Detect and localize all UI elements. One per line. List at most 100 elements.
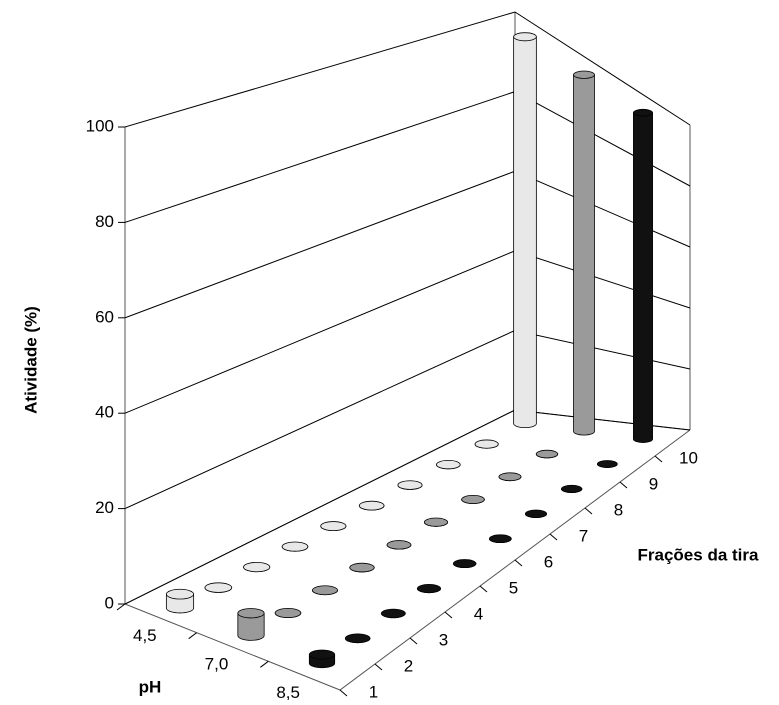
cylinder xyxy=(386,540,412,550)
z-tick-label: 4,5 xyxy=(133,626,157,645)
cylinder xyxy=(633,108,653,443)
x-tick-label: 9 xyxy=(649,474,658,493)
cylinder xyxy=(524,509,548,519)
cylinder-top xyxy=(281,541,309,552)
z-tick xyxy=(260,660,269,668)
z-tick-label: 7,0 xyxy=(205,654,229,673)
cylinder-top xyxy=(535,449,559,459)
cylinder-top xyxy=(498,472,522,482)
cylinder-top xyxy=(386,540,412,550)
cylinder-top xyxy=(243,561,271,573)
x-axis-title: Frações da tira xyxy=(638,545,759,564)
cylinder-top xyxy=(397,480,423,490)
x-tick xyxy=(479,585,488,593)
cylinder xyxy=(573,70,595,436)
cylinder xyxy=(237,608,265,641)
grid-line xyxy=(124,11,691,128)
x-tick-label: 8 xyxy=(614,500,623,519)
cylinder xyxy=(274,607,302,618)
cylinder xyxy=(281,541,309,552)
cylinder-top xyxy=(274,607,302,618)
cylinder xyxy=(423,517,449,527)
y-tick-label: 80 xyxy=(95,212,114,231)
cylinder xyxy=(349,562,375,573)
x-tick xyxy=(619,481,628,489)
x-tick xyxy=(339,689,348,697)
cylinder-top xyxy=(423,517,449,527)
cylinder-top xyxy=(358,500,385,511)
y-axis-title: Atividade (%) xyxy=(21,306,40,414)
cylinder xyxy=(344,633,371,644)
floor-back-edge xyxy=(124,409,691,605)
x-tick-label: 5 xyxy=(509,578,518,597)
cylinder-top xyxy=(474,439,499,449)
cylinder xyxy=(452,559,477,569)
z-tick xyxy=(116,603,126,611)
x-tick xyxy=(549,533,558,541)
grid-line xyxy=(124,91,691,223)
z-axis-title: pH xyxy=(139,677,162,696)
x-tick-label: 4 xyxy=(474,604,483,623)
x-tick-label: 2 xyxy=(404,656,413,675)
y-tick-label: 20 xyxy=(95,498,114,517)
x-tick-label: 6 xyxy=(544,552,553,571)
cylinder-top xyxy=(308,649,336,660)
z-tick xyxy=(188,632,197,640)
cylinder xyxy=(597,460,618,468)
cylinder-body xyxy=(513,36,537,429)
cylinder xyxy=(488,534,512,544)
cylinder xyxy=(397,480,423,490)
cylinder xyxy=(204,582,233,593)
cylinder-top xyxy=(524,509,548,519)
cylinder-top xyxy=(597,460,618,468)
cylinder xyxy=(474,439,499,449)
cylinder-top xyxy=(380,608,406,619)
cylinder-top xyxy=(633,108,653,117)
x-tick xyxy=(409,637,418,645)
cylinder-body xyxy=(237,612,265,641)
cylinder-body xyxy=(633,112,653,443)
cylinder xyxy=(498,472,522,482)
cylinder xyxy=(243,561,271,573)
x-tick xyxy=(654,455,663,463)
cylinder xyxy=(312,585,338,596)
x-tick-label: 7 xyxy=(579,526,588,545)
x-tick xyxy=(584,507,593,515)
cylinder-body xyxy=(573,74,595,436)
cylinder xyxy=(308,649,336,669)
cylinder-top xyxy=(204,582,233,593)
x-tick-label: 3 xyxy=(439,630,448,649)
x-tick xyxy=(514,559,523,567)
cylinder-top xyxy=(344,633,371,644)
cylinder xyxy=(461,494,485,504)
cylinder-top xyxy=(560,484,583,493)
cylinder xyxy=(560,484,583,493)
x-tick xyxy=(374,663,383,671)
cylinder xyxy=(513,32,537,429)
y-tick-label: 60 xyxy=(95,307,114,326)
grid-line xyxy=(124,409,691,605)
cylinder xyxy=(416,583,442,594)
y-tick-label: 0 xyxy=(105,593,114,612)
cylinder-top xyxy=(461,494,485,504)
x-tick-label: 1 xyxy=(369,682,378,700)
cylinder-top xyxy=(416,583,442,594)
x-tick xyxy=(444,611,453,619)
cylinder-top xyxy=(312,585,338,596)
cylinder-top xyxy=(320,521,347,531)
cylinder xyxy=(358,500,385,511)
cylinder xyxy=(320,521,347,531)
cylinder xyxy=(436,459,461,470)
cylinder-top xyxy=(165,588,195,600)
cylinder-top xyxy=(452,559,477,569)
cylinder xyxy=(535,449,559,459)
cylinder-top xyxy=(436,459,461,470)
cylinder-top xyxy=(488,534,512,544)
floor-edge xyxy=(124,429,691,691)
cylinder-top xyxy=(513,32,537,42)
cylinder-body xyxy=(165,593,195,614)
cylinder xyxy=(380,608,406,619)
x-tick-label: 10 xyxy=(679,448,698,467)
y-tick-label: 100 xyxy=(86,116,114,135)
